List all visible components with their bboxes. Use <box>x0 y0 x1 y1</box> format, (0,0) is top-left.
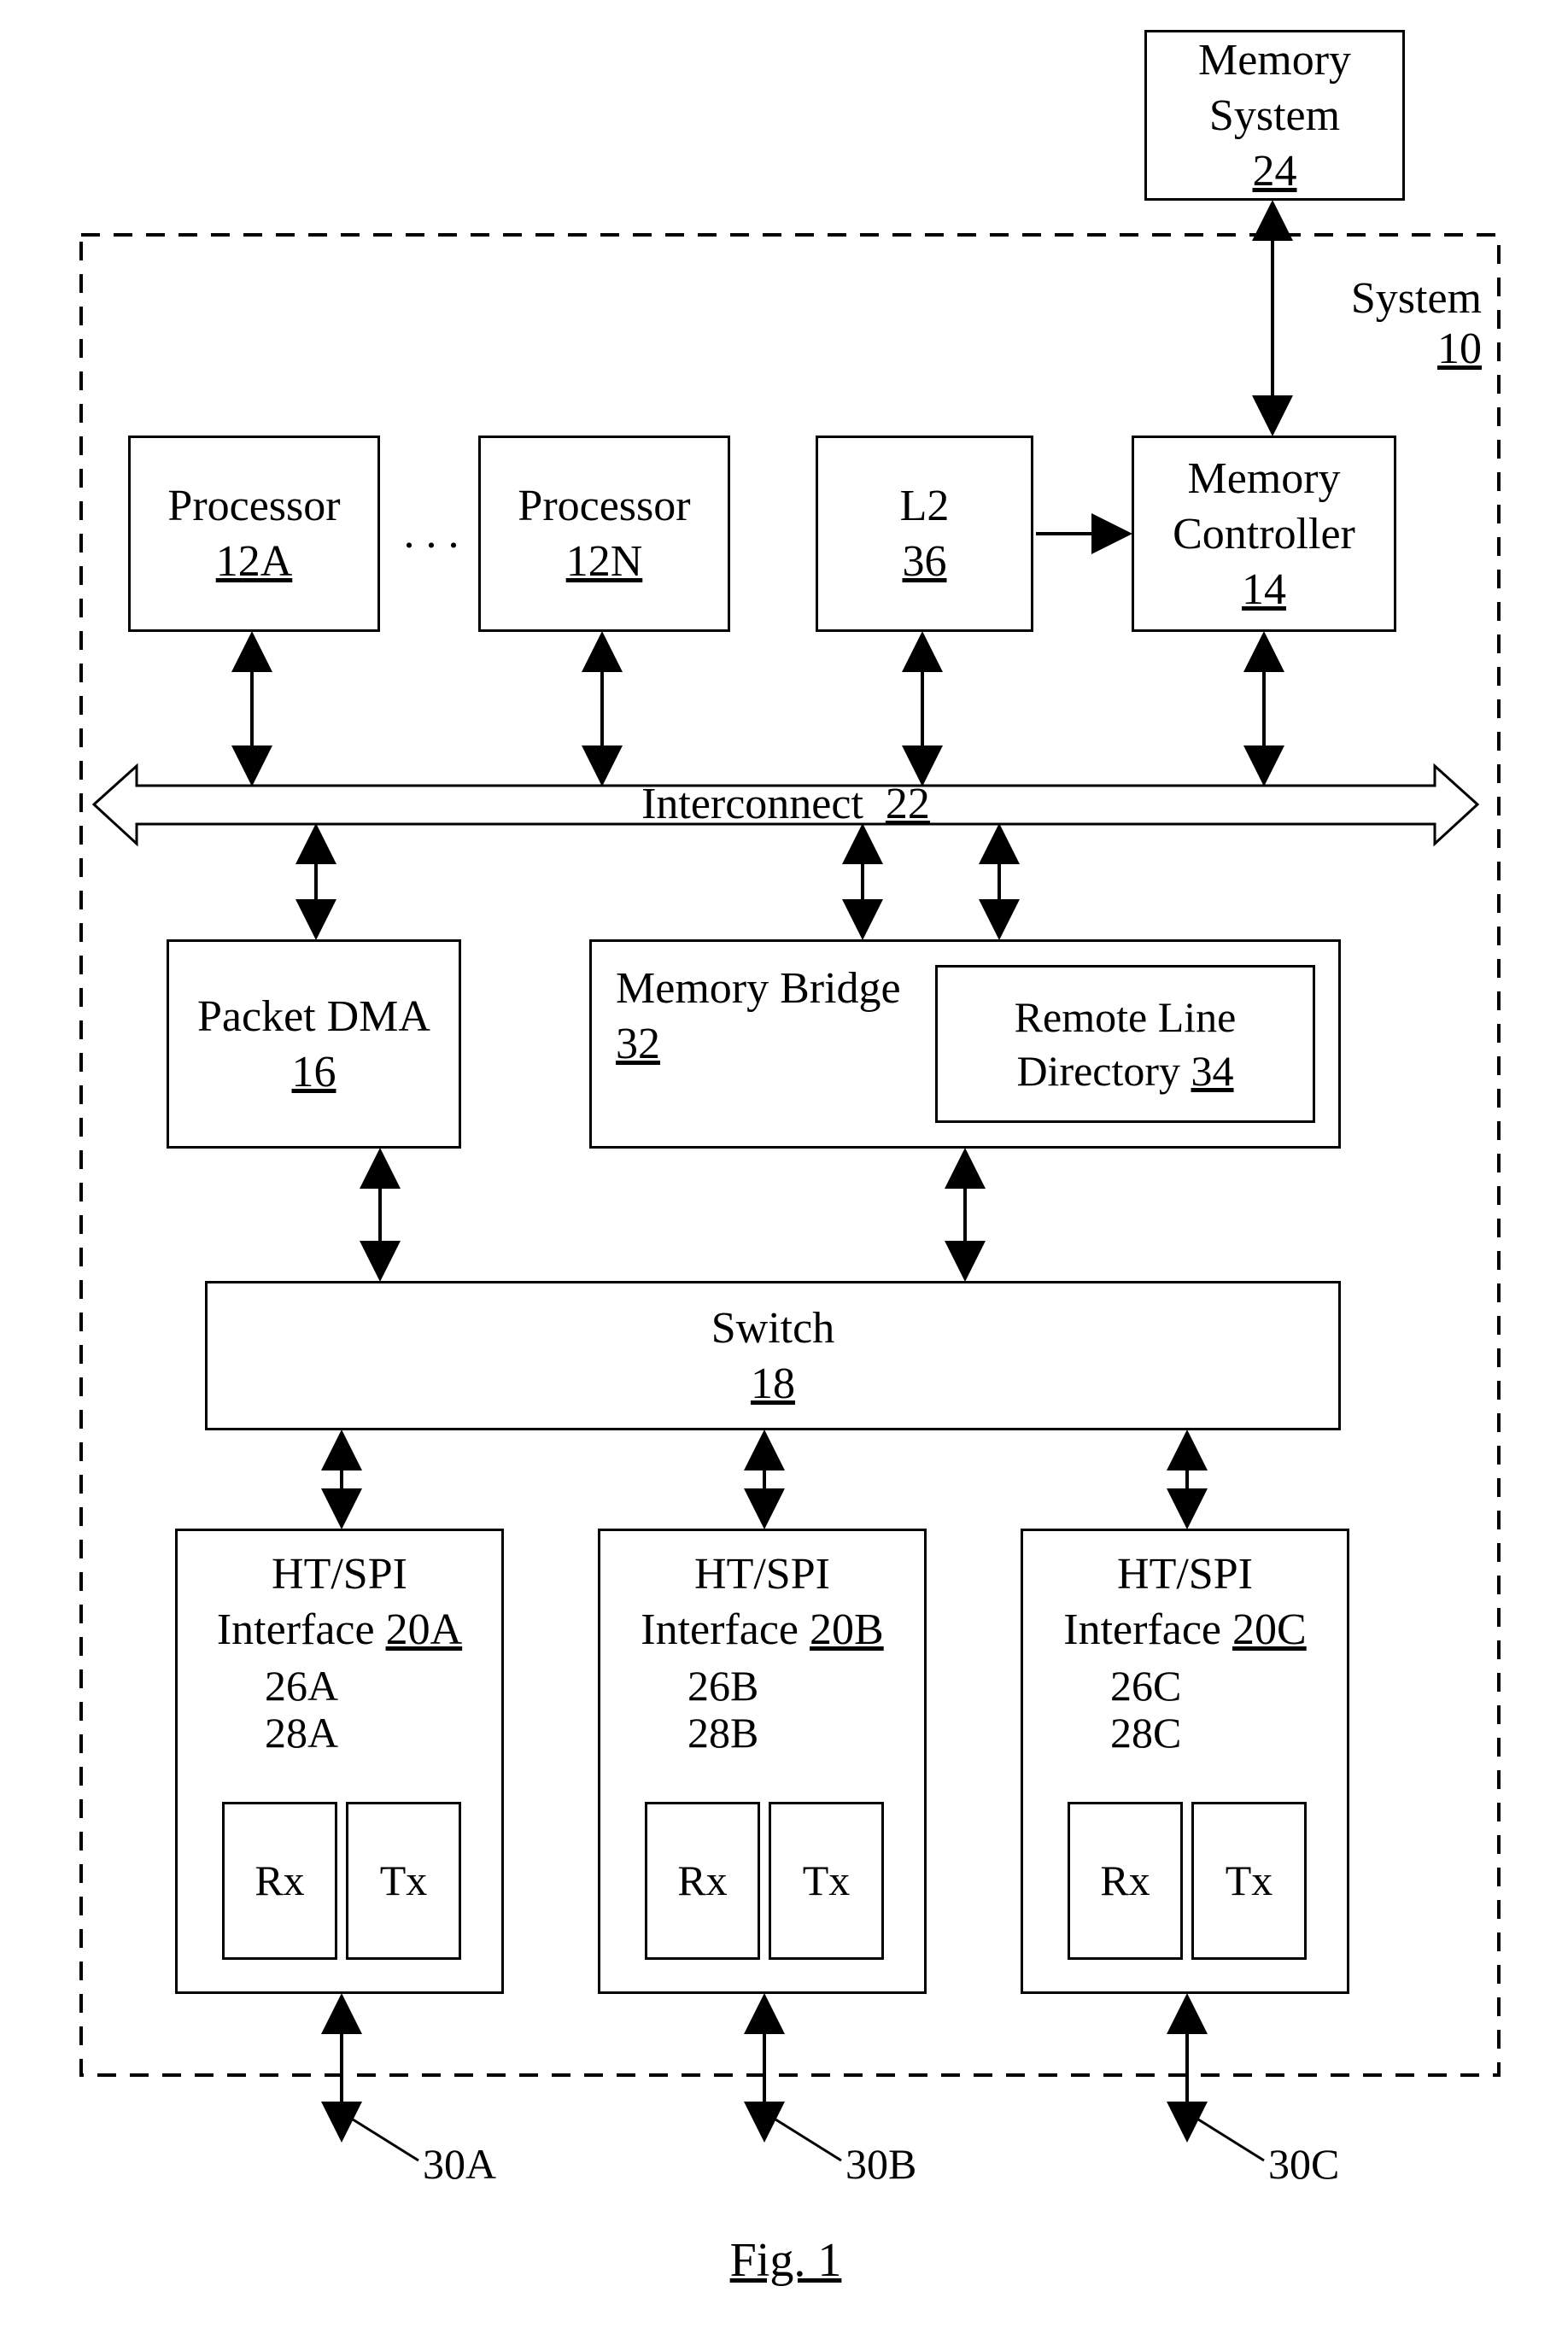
interface-c-rx-ref: 26C <box>1110 1661 1181 1710</box>
interface-c-tx-ref: 28C <box>1110 1708 1181 1757</box>
processor-a-box: Processor 12A <box>128 436 380 632</box>
interface-b-rx: Rx <box>677 1854 727 1908</box>
memory-system-ref: 24 <box>1253 143 1297 199</box>
memory-system-box: Memory System 24 <box>1144 30 1405 201</box>
processor-a-title: Processor <box>167 478 340 534</box>
packet-dma-box: Packet DMA 16 <box>167 939 461 1149</box>
interface-b-out: 30B <box>845 2139 916 2189</box>
interface-a-rx-ref: 26A <box>265 1661 338 1710</box>
l2-title: L2 <box>900 478 950 534</box>
interface-a-title: HT/SPI <box>272 1546 407 1602</box>
processor-n-ref: 12N <box>566 534 643 589</box>
interface-c-tx: Tx <box>1226 1854 1273 1908</box>
switch-box: Switch 18 <box>205 1281 1341 1430</box>
interconnect-ref: 22 <box>886 780 930 828</box>
interface-b-rx-box: Rx <box>645 1802 760 1960</box>
memory-bridge-ref: 32 <box>616 1016 660 1072</box>
rld-title: Remote Line <box>1015 991 1237 1044</box>
interface-a-out: 30A <box>423 2139 496 2189</box>
memory-controller-title: Memory <box>1187 451 1340 506</box>
interface-b-tx-ref: 28B <box>687 1708 758 1757</box>
interface-c-rx-box: Rx <box>1068 1802 1183 1960</box>
interface-a-line2: Interface 20A <box>217 1602 462 1658</box>
memory-controller-ref: 14 <box>1242 562 1286 617</box>
interconnect-title: Interconnect <box>641 780 863 828</box>
packet-dma-ref: 16 <box>292 1044 336 1100</box>
ellipsis: . . . <box>384 508 478 558</box>
memory-system-subtitle: System <box>1209 88 1340 143</box>
system-ref: 10 <box>1345 324 1482 374</box>
interface-a-tx: Tx <box>380 1854 428 1908</box>
diagram-canvas: Memory System 24 System 10 Processor 12A… <box>0 0 1568 2327</box>
system-title: System <box>1345 273 1482 324</box>
switch-title: Switch <box>711 1301 834 1356</box>
interface-c-title: HT/SPI <box>1117 1546 1253 1602</box>
processor-n-box: Processor 12N <box>478 436 730 632</box>
interface-c-rx: Rx <box>1100 1854 1150 1908</box>
interface-c-tx-box: Tx <box>1191 1802 1307 1960</box>
interface-c-subtitle: Interface <box>1063 1605 1232 1654</box>
interface-a-tx-box: Tx <box>346 1802 461 1960</box>
interface-b-title: HT/SPI <box>694 1546 830 1602</box>
memory-bridge-title: Memory Bridge <box>616 961 901 1016</box>
memory-system-title: Memory <box>1198 32 1351 88</box>
switch-ref: 18 <box>751 1356 795 1412</box>
interface-b-rx-ref: 26B <box>687 1661 758 1710</box>
figure-label: Fig. 1 <box>709 2233 863 2288</box>
packet-dma-title: Packet DMA <box>197 989 430 1044</box>
rld-line2: Directory 34 <box>1016 1044 1233 1098</box>
interface-a-subtitle: Interface <box>217 1605 386 1654</box>
rld-subtitle: Directory <box>1016 1047 1191 1095</box>
interface-b-tx-box: Tx <box>769 1802 884 1960</box>
rld-ref: 34 <box>1191 1047 1234 1095</box>
interconnect-label: Interconnect 22 <box>615 779 957 829</box>
l2-ref: 36 <box>903 534 947 589</box>
processor-n-title: Processor <box>518 478 690 534</box>
interface-a-rx-box: Rx <box>222 1802 337 1960</box>
interface-a-rx: Rx <box>255 1854 304 1908</box>
system-label: System 10 <box>1345 273 1482 374</box>
memory-controller-subtitle: Controller <box>1173 506 1355 562</box>
interface-b-ref: 20B <box>810 1605 884 1654</box>
interface-b-line2: Interface 20B <box>641 1602 883 1658</box>
remote-line-directory-box: Remote Line Directory 34 <box>935 965 1315 1123</box>
memory-controller-box: Memory Controller 14 <box>1132 436 1396 632</box>
interface-c-ref: 20C <box>1232 1605 1307 1654</box>
interface-b-subtitle: Interface <box>641 1605 810 1654</box>
interface-a-tx-ref: 28A <box>265 1708 338 1757</box>
processor-a-ref: 12A <box>216 534 293 589</box>
interface-a-ref: 20A <box>386 1605 463 1654</box>
interface-c-line2: Interface 20C <box>1063 1602 1306 1658</box>
interface-c-out: 30C <box>1268 2139 1339 2189</box>
interface-b-tx: Tx <box>803 1854 851 1908</box>
l2-box: L2 36 <box>816 436 1033 632</box>
